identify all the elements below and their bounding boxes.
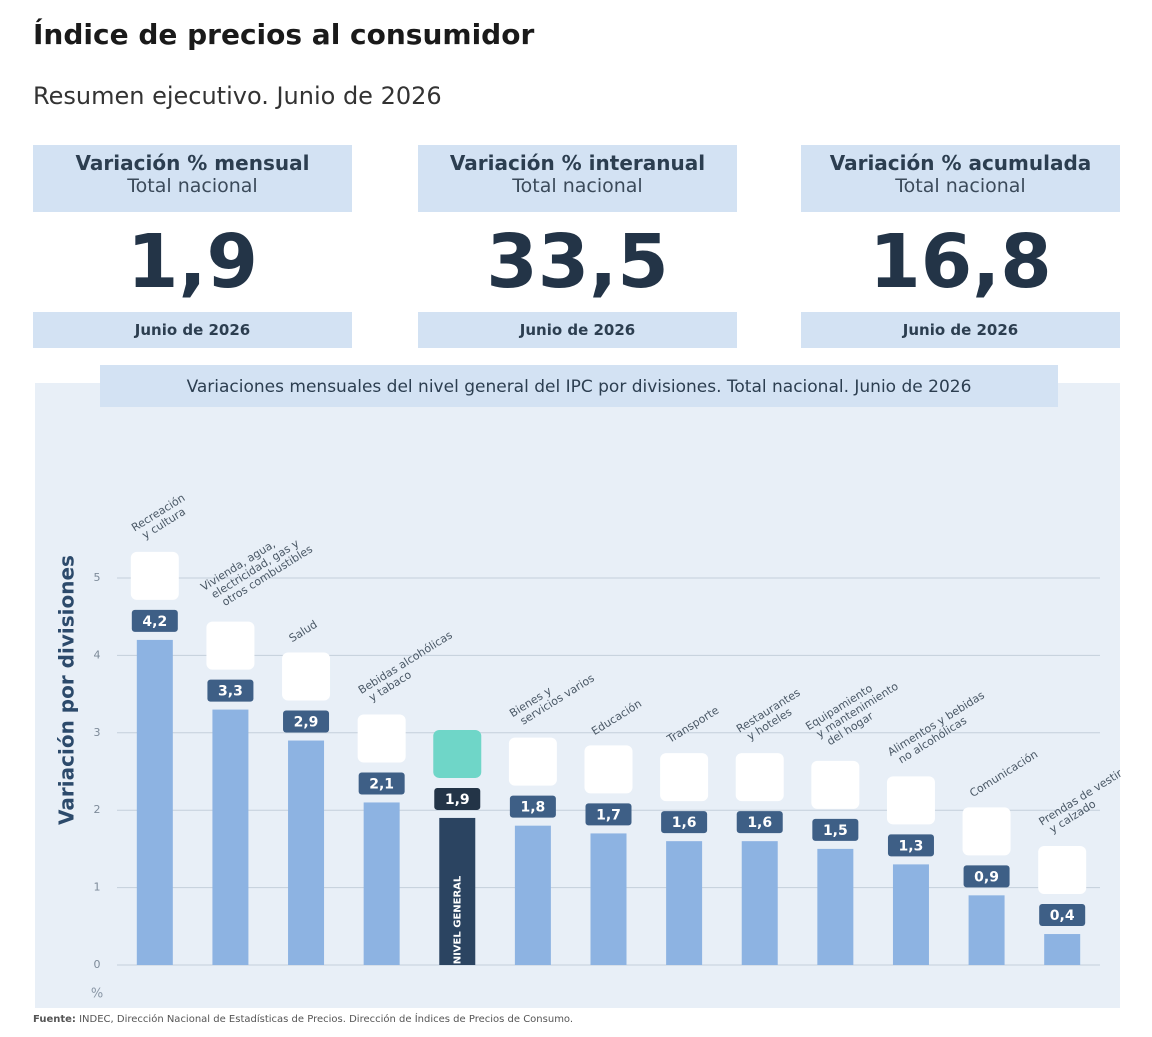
value-label: 1,6 — [747, 815, 772, 831]
value-label: 3,3 — [218, 684, 243, 700]
icon-box — [584, 745, 633, 794]
chart: Variaciones mensuales del nivel general … — [35, 365, 1125, 1008]
value-label: 0,9 — [974, 869, 999, 885]
value-pill — [812, 818, 859, 841]
card-header: Variación % mensual Total nacional — [33, 145, 352, 212]
value-pill — [434, 787, 481, 810]
value-pill — [207, 679, 254, 702]
value-pill — [661, 811, 708, 834]
value-label: 1,3 — [899, 838, 924, 854]
icon-box — [206, 621, 255, 670]
value-pill — [283, 710, 330, 733]
value-pill — [1039, 904, 1086, 927]
value-pill — [509, 795, 556, 818]
card-header: Variación % acumulada Total nacional — [801, 145, 1120, 212]
card-date: Junio de 2026 — [801, 312, 1120, 348]
value-pill — [585, 803, 632, 826]
icon-box — [357, 714, 406, 763]
y-tick-label: 3 — [94, 726, 101, 739]
y-unit: % — [91, 987, 103, 1002]
bar — [212, 709, 249, 965]
card-subtitle: Total nacional — [512, 175, 643, 197]
icon-box — [886, 776, 935, 825]
icon-box — [735, 753, 784, 802]
card-title: Variación % mensual — [75, 151, 310, 175]
bar — [514, 825, 551, 965]
value-label: 1,6 — [672, 815, 697, 831]
bar — [590, 833, 627, 965]
card-subtitle: Total nacional — [895, 175, 1026, 197]
page-subtitle: Resumen ejecutivo. Junio de 2026 — [33, 82, 442, 110]
y-axis-label: Variación por divisiones — [55, 555, 79, 825]
card-value: 33,5 — [418, 212, 737, 312]
value-label: 2,1 — [369, 776, 394, 792]
icon-box — [508, 737, 557, 786]
source: Fuente: INDEC, Dirección Nacional de Est… — [33, 1014, 573, 1025]
chart-title: Variaciones mensuales del nivel general … — [187, 377, 972, 397]
icon-box — [962, 807, 1011, 856]
card-header: Variación % interanual Total nacional — [418, 145, 737, 212]
icon-box — [130, 551, 179, 600]
icon-box — [282, 652, 331, 701]
card: Variación % mensual Total nacional 1,9 Ju… — [33, 145, 352, 348]
card-date: Junio de 2026 — [33, 312, 352, 348]
bar — [288, 740, 325, 965]
card-value: 1,9 — [33, 212, 352, 312]
value-pill — [963, 865, 1010, 888]
bar — [666, 841, 703, 965]
source-text: INDEC, Dirección Nacional de Estadística… — [79, 1014, 574, 1025]
card-subtitle: Total nacional — [127, 175, 258, 197]
source-label: Fuente: — [33, 1014, 76, 1025]
bar — [968, 895, 1005, 965]
bar — [817, 848, 854, 965]
value-label: 4,2 — [142, 614, 167, 630]
value-pill — [358, 772, 405, 795]
bar — [892, 864, 929, 965]
value-label: 1,8 — [520, 800, 545, 816]
card-value: 16,8 — [801, 212, 1120, 312]
icon-box — [660, 753, 709, 802]
value-label: 1,7 — [596, 807, 621, 823]
value-pill — [131, 609, 178, 632]
bar — [439, 817, 476, 965]
y-tick-label: 1 — [94, 881, 101, 894]
value-label: 0,4 — [1050, 908, 1075, 924]
bar — [136, 639, 173, 965]
value-label: 1,5 — [823, 823, 848, 839]
bar — [741, 841, 778, 965]
icon-box — [811, 760, 860, 809]
value-label: 2,9 — [294, 715, 319, 731]
y-tick-label: 2 — [94, 803, 101, 816]
x-tick-label: NIVEL GENERAL — [452, 875, 463, 964]
icon-box — [433, 729, 482, 778]
y-tick-label: 0 — [94, 958, 101, 971]
bar — [363, 802, 400, 965]
icon-box — [1038, 846, 1087, 895]
card: Variación % interanual Total nacional 33,… — [418, 145, 737, 348]
card-title: Variación % acumulada — [829, 151, 1092, 175]
y-tick-label: 4 — [94, 648, 101, 661]
bar — [1044, 934, 1081, 965]
card-title: Variación % interanual — [449, 151, 706, 175]
page-title: Índice de precios al consumidor — [33, 18, 535, 51]
chart-title-banner — [100, 365, 1058, 407]
y-tick-label: 5 — [94, 571, 101, 584]
value-pill — [887, 834, 934, 857]
value-pill — [736, 811, 783, 834]
card: Variación % acumulada Total nacional 16,8… — [801, 145, 1120, 348]
card-date: Junio de 2026 — [418, 312, 737, 348]
chart-panel — [35, 383, 1120, 1008]
value-label: 1,9 — [445, 792, 470, 808]
